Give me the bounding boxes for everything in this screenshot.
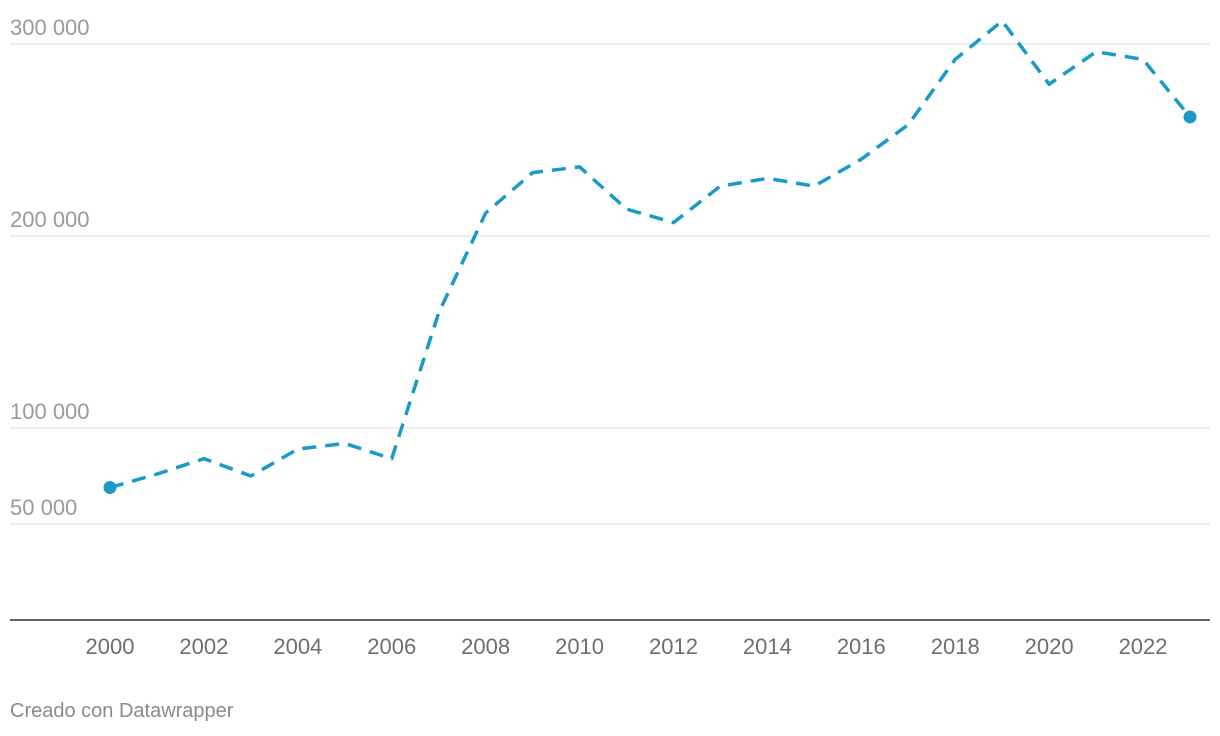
y-tick-label: 200 000	[10, 207, 90, 232]
endpoint-marker	[1183, 110, 1197, 124]
x-axis-labels: 2000 2002 2004 2006 2008 2010 2012 2014 2016 2018…	[86, 634, 1168, 659]
series-line	[109, 19, 1192, 490]
endpoint-marker	[103, 481, 117, 495]
gridlines	[10, 43, 1210, 525]
x-tick-label: 2006	[367, 634, 416, 659]
y-tick-label: 300 000	[10, 15, 90, 40]
x-tick-label: 2018	[931, 634, 980, 659]
x-tick-label: 2010	[555, 634, 604, 659]
x-tick-label: 2008	[461, 634, 510, 659]
datawrapper-credit: Creado con Datawrapper	[10, 700, 234, 722]
y-tick-label: 50 000	[10, 495, 77, 520]
x-tick-label: 2014	[743, 634, 792, 659]
x-tick-label: 2020	[1025, 634, 1074, 659]
x-tick-label: 2002	[179, 634, 228, 659]
x-tick-label: 2000	[86, 634, 135, 659]
x-tick-label: 2012	[649, 634, 698, 659]
y-tick-label: 100 000	[10, 399, 90, 424]
x-tick-label: 2004	[273, 634, 322, 659]
y-axis-labels: 300 000 200 000 100 000 50 000	[10, 15, 90, 520]
x-tick-label: 2022	[1119, 634, 1168, 659]
series-layer	[103, 19, 1197, 495]
x-tick-label: 2016	[837, 634, 886, 659]
